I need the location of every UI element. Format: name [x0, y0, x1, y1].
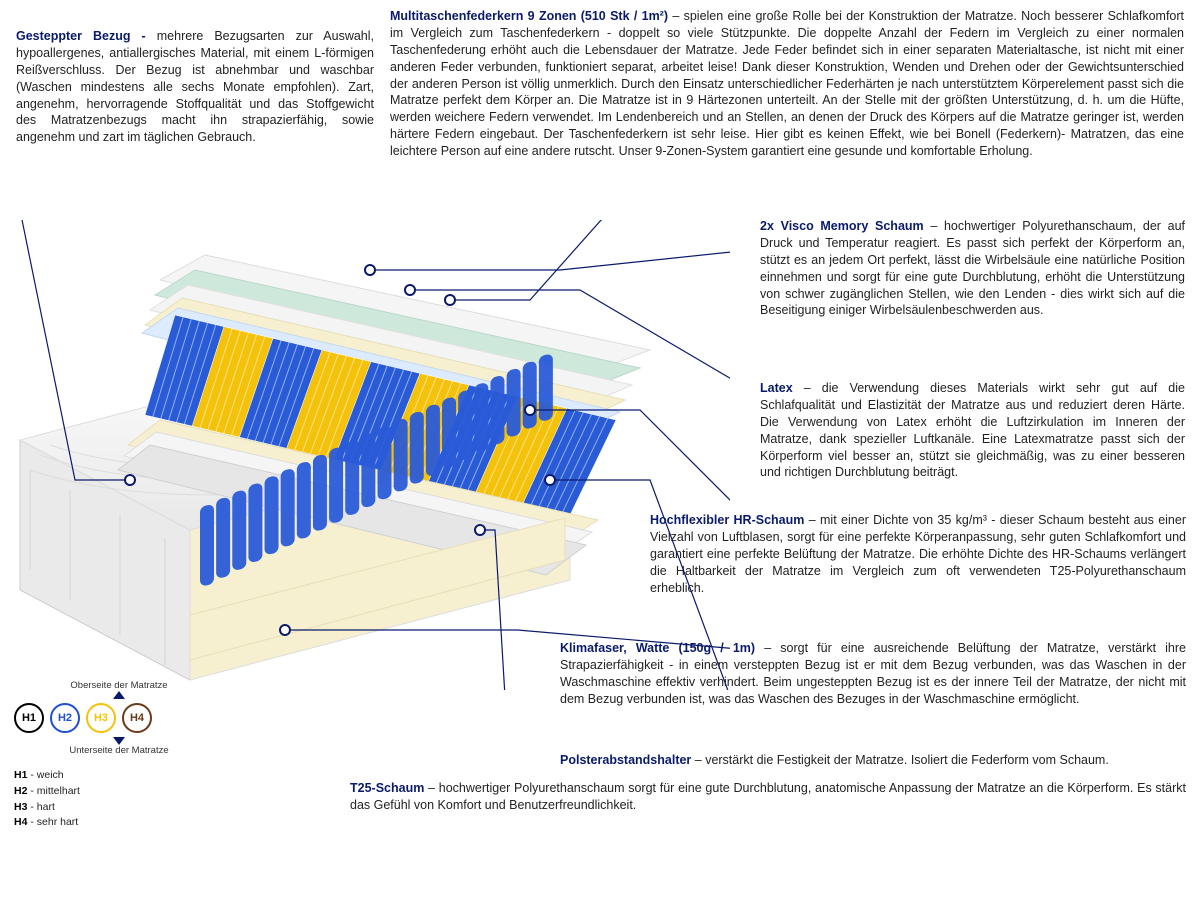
mattress-diagram	[10, 220, 730, 690]
leader-visco	[365, 250, 730, 275]
hardness-circle-h2: H2	[50, 703, 80, 733]
hardness-legend-row: H3 - hart	[14, 800, 224, 816]
section-latex: Latex – die Verwendung dieses Materials …	[760, 380, 1185, 481]
title-latex: Latex	[760, 381, 804, 395]
section-polster: Polsterabstandshalter – verstärkt die Fe…	[560, 752, 1186, 769]
body-polster: – verstärkt die Festigkeit der Matratze.…	[695, 753, 1109, 767]
title-visco: 2x Visco Memory Schaum	[760, 219, 930, 233]
title-polster: Polsterabstandshalter	[560, 753, 695, 767]
body-multi: – spielen eine große Rolle bei der Konst…	[390, 9, 1184, 158]
hardness-circles: H1H2H3H4	[14, 703, 224, 733]
title-t25: T25-Schaum	[350, 781, 428, 795]
section-t25: T25-Schaum – hochwertiger Polyurethansch…	[350, 780, 1186, 814]
hardness-bottom-label: Unterseite der Matratze	[14, 745, 224, 756]
section-bezug: Gesteppter Bezug - mehrere Bezugsarten z…	[16, 28, 374, 146]
hardness-circle-h1: H1	[14, 703, 44, 733]
title-multi: Multitaschenfederkern 9 Zonen (510 Stk /…	[390, 9, 672, 23]
hardness-circle-h3: H3	[86, 703, 116, 733]
hardness-legend: Oberseite der Matratze H1H2H3H4 Untersei…	[14, 680, 224, 831]
hardness-legend-row: H4 - sehr hart	[14, 815, 224, 831]
body-visco: – hochwertiger Polyurethanschaum, der au…	[760, 219, 1185, 317]
leader-multi	[445, 220, 610, 305]
hardness-legend-row: H2 - mittelhart	[14, 784, 224, 800]
section-visco: 2x Visco Memory Schaum – hochwertiger Po…	[760, 218, 1185, 319]
title-bezug: Gesteppter Bezug -	[16, 29, 157, 43]
body-latex: – die Verwendung dieses Materials wirkt …	[760, 381, 1185, 479]
arrow-down-icon	[113, 737, 125, 745]
mattress-svg	[10, 220, 730, 690]
hardness-top-label: Oberseite der Matratze	[14, 680, 224, 691]
body-bezug: mehrere Bezugsarten zur Auswahl, hypoall…	[16, 29, 374, 144]
arrow-up-icon	[113, 691, 125, 699]
hardness-list: H1 - weichH2 - mittelhartH3 - hartH4 - s…	[14, 768, 224, 831]
section-hr: Hochflexibler HR-Schaum – mit einer Dich…	[650, 512, 1186, 596]
body-t25: – hochwertiger Polyurethanschaum sorgt f…	[350, 781, 1186, 812]
section-multi: Multitaschenfederkern 9 Zonen (510 Stk /…	[390, 8, 1184, 160]
hardness-circle-h4: H4	[122, 703, 152, 733]
hardness-legend-row: H1 - weich	[14, 768, 224, 784]
